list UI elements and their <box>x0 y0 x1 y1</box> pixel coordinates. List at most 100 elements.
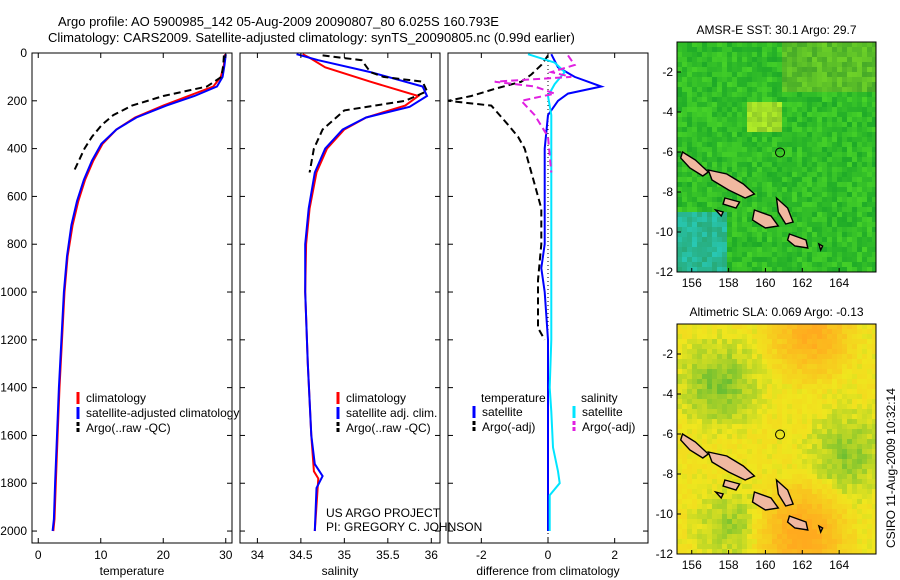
heatmap-cell <box>717 252 723 258</box>
heatmap-cell <box>682 504 688 510</box>
heatmap-cell <box>772 324 778 330</box>
heatmap-cell <box>757 197 763 203</box>
heatmap-cell <box>697 122 703 128</box>
heatmap-cell <box>807 479 813 485</box>
heatmap-cell <box>782 47 788 53</box>
heatmap-cell <box>687 459 693 465</box>
temperature-series-satellite-adjusted-climatology-1 <box>51 54 227 532</box>
heatmap-cell <box>777 409 783 415</box>
heatmap-cell <box>707 479 713 485</box>
heatmap-cell <box>687 384 693 390</box>
heatmap-cell <box>782 364 788 370</box>
heatmap-cell <box>872 152 877 158</box>
heatmap-cell <box>872 67 877 73</box>
sla-map-x-tick-label: 162 <box>792 558 812 572</box>
heatmap-cell <box>822 389 828 395</box>
heatmap-cell <box>797 349 803 355</box>
heatmap-cell <box>697 399 703 405</box>
heatmap-cell <box>787 82 793 88</box>
heatmap-cell <box>847 117 853 123</box>
heatmap-cell <box>857 187 863 193</box>
heatmap-cell <box>847 172 853 178</box>
heatmap-cell <box>712 514 718 520</box>
heatmap-cell <box>872 242 877 248</box>
heatmap-cell <box>762 97 768 103</box>
salinity-x-tick-label: 36 <box>425 548 439 562</box>
heatmap-cell <box>792 439 798 445</box>
heatmap-cell <box>802 424 808 430</box>
heatmap-cell <box>772 232 778 238</box>
heatmap-cell <box>782 162 788 168</box>
heatmap-cell <box>787 549 793 555</box>
heatmap-cell <box>812 262 818 268</box>
heatmap-cell <box>707 162 713 168</box>
heatmap-cell <box>747 202 753 208</box>
heatmap-cell <box>752 172 758 178</box>
heatmap-cell <box>677 479 683 485</box>
heatmap-cell <box>727 439 733 445</box>
heatmap-cell <box>757 257 763 263</box>
heatmap-cell <box>692 499 698 505</box>
heatmap-cell <box>717 242 723 248</box>
heatmap-cell <box>682 489 688 495</box>
heatmap-cell <box>782 232 788 238</box>
heatmap-cell <box>772 399 778 405</box>
heatmap-cell <box>747 267 753 273</box>
heatmap-cell <box>847 374 853 380</box>
heatmap-cell <box>817 232 823 238</box>
heatmap-cell <box>712 262 718 268</box>
heatmap-cell <box>852 439 858 445</box>
heatmap-cell <box>832 539 838 545</box>
heatmap-cell <box>822 359 828 365</box>
heatmap-cell <box>807 112 813 118</box>
heatmap-cell <box>787 364 793 370</box>
heatmap-cell <box>707 77 713 83</box>
heatmap-cell <box>722 107 728 113</box>
heatmap-cell <box>847 389 853 395</box>
heatmap-cell <box>832 369 838 375</box>
heatmap-cell <box>822 374 828 380</box>
heatmap-cell <box>827 252 833 258</box>
heatmap-cell <box>792 177 798 183</box>
heatmap-cell <box>742 379 748 385</box>
heatmap-cell <box>692 519 698 525</box>
heatmap-cell <box>772 539 778 545</box>
heatmap-cell <box>732 102 738 108</box>
heatmap-cell <box>817 247 823 253</box>
heatmap-cell <box>692 364 698 370</box>
heatmap-cell <box>707 544 713 550</box>
heatmap-cell <box>767 449 773 455</box>
heatmap-cell <box>852 102 858 108</box>
heatmap-cell <box>867 177 873 183</box>
heatmap-cell <box>857 252 863 258</box>
heatmap-cell <box>772 339 778 345</box>
heatmap-cell <box>697 484 703 490</box>
heatmap-cell <box>827 222 833 228</box>
heatmap-cell <box>817 117 823 123</box>
heatmap-cell <box>862 107 868 113</box>
heatmap-cell <box>852 177 858 183</box>
heatmap-cell <box>837 177 843 183</box>
heatmap-cell <box>702 142 708 148</box>
y-tick-label: 400 <box>7 142 27 156</box>
heatmap-cell <box>682 82 688 88</box>
heatmap-cell <box>847 519 853 525</box>
heatmap-cell <box>747 479 753 485</box>
heatmap-cell <box>767 539 773 545</box>
heatmap-cell <box>802 127 808 133</box>
heatmap-cell <box>837 117 843 123</box>
heatmap-cell <box>867 92 873 98</box>
heatmap-cell <box>842 137 848 143</box>
heatmap-cell <box>702 187 708 193</box>
heatmap-cell <box>787 449 793 455</box>
heatmap-cell <box>812 137 818 143</box>
heatmap-cell <box>782 369 788 375</box>
heatmap-cell <box>847 72 853 78</box>
heatmap-cell <box>862 247 868 253</box>
heatmap-cell <box>692 354 698 360</box>
heatmap-cell <box>827 107 833 113</box>
heatmap-cell <box>747 157 753 163</box>
heatmap-cell <box>837 519 843 525</box>
heatmap-cell <box>752 57 758 63</box>
heatmap-cell <box>742 499 748 505</box>
